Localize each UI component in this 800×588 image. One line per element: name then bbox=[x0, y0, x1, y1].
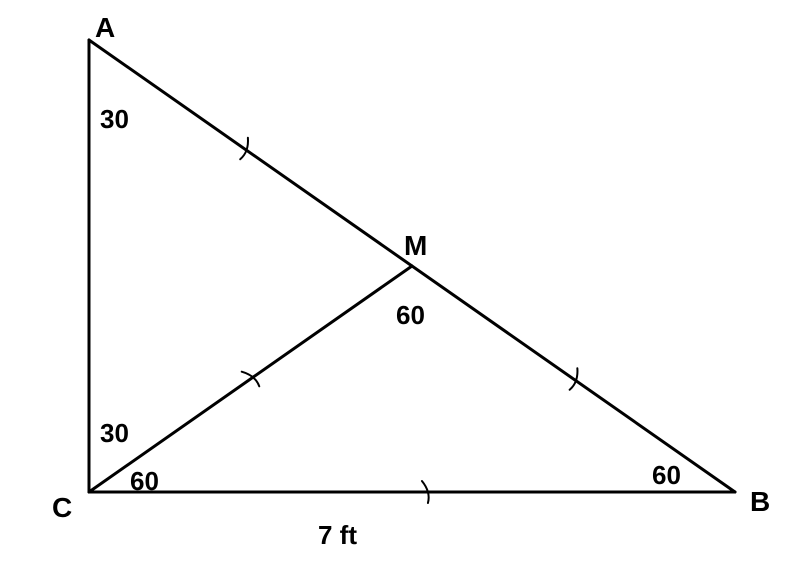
angle-label-acm: 30 bbox=[100, 420, 129, 446]
vertex-label-m: M bbox=[404, 232, 427, 260]
angle-label-mcb: 60 bbox=[130, 468, 159, 494]
vertex-label-b: B bbox=[750, 488, 770, 516]
vertex-label-c: C bbox=[52, 494, 72, 522]
angle-label-a: 30 bbox=[100, 106, 129, 132]
vertex-label-a: A bbox=[95, 14, 115, 42]
side-label-cb: 7 ft bbox=[318, 522, 357, 548]
angle-label-b: 60 bbox=[652, 462, 681, 488]
angle-label-cmb: 60 bbox=[396, 302, 425, 328]
triangle-svg bbox=[0, 0, 800, 588]
diagram-stage: A B C M 30 30 60 60 60 7 ft bbox=[0, 0, 800, 588]
edges-layer bbox=[89, 40, 735, 492]
